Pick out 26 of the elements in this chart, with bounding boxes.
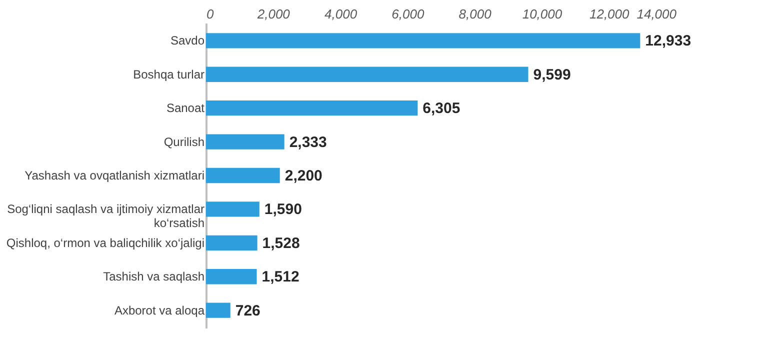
data-label: 1,528 — [262, 234, 300, 252]
y-tick-label: Qurilish — [164, 134, 204, 149]
data-label: 1,590 — [264, 201, 302, 218]
x-tick-label: 8,000 — [458, 6, 492, 22]
x-tick-label: 2,000 — [256, 6, 291, 22]
data-label: 9,599 — [533, 66, 571, 84]
y-tick-label: Sanoat — [166, 101, 206, 116]
data-label: 6,305 — [422, 100, 460, 118]
data-label: 2,200 — [284, 168, 322, 184]
x-tick-label: 0 — [206, 6, 214, 22]
y-tick-label: Boshqa turlar — [133, 67, 204, 82]
y-tick-label: Yashash va ovqatlanish xizmatlari — [24, 168, 204, 182]
data-label: 726 — [235, 302, 260, 320]
x-tick-label: 12,000 — [589, 6, 630, 22]
data-label: 1,512 — [262, 268, 300, 286]
y-tick-label: Tashish va saqlash — [103, 270, 204, 284]
data-label: 2,333 — [289, 134, 327, 151]
y-tick-label: Sog‘liqni saqlash va ijtimoiy xizmatlar ko‘rsatish — [7, 202, 204, 230]
x-tick-label: 10,000 — [522, 6, 563, 22]
x-tick-label: 6,000 — [392, 6, 425, 22]
x-tick-label: 4,000 — [324, 6, 358, 22]
y-tick-label: Savdo — [170, 34, 205, 48]
x-tick-label: 14,000 — [636, 6, 678, 22]
y-tick-label: Qishloq, o‘rmon va baliqchilik xo‘jaligi — [6, 236, 204, 250]
y-tick-label: Axborot va aloqa — [114, 303, 205, 318]
data-label: 12,933 — [645, 32, 692, 50]
